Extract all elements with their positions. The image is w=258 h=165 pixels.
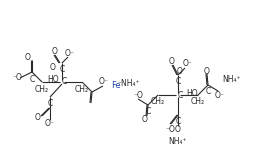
Text: C: C xyxy=(175,117,181,127)
Text: NH₄⁺: NH₄⁺ xyxy=(169,137,187,147)
Text: O: O xyxy=(175,126,181,134)
Text: O: O xyxy=(50,64,56,72)
Text: ⁻NH₄⁺: ⁻NH₄⁺ xyxy=(118,80,140,88)
Text: O: O xyxy=(25,52,31,62)
Text: CH₂: CH₂ xyxy=(75,84,89,94)
Text: O⁻: O⁻ xyxy=(215,90,225,99)
Text: O⁻: O⁻ xyxy=(45,119,55,129)
Text: C: C xyxy=(61,78,67,86)
Text: O: O xyxy=(52,48,58,56)
Text: C: C xyxy=(47,99,53,109)
Text: O⁻: O⁻ xyxy=(99,78,109,86)
Text: CH₂: CH₂ xyxy=(191,98,205,106)
Text: HO: HO xyxy=(186,88,198,98)
Text: O: O xyxy=(177,67,183,77)
Text: ⁻O: ⁻O xyxy=(165,126,175,134)
Text: ⁻O: ⁻O xyxy=(133,92,143,100)
Text: O⁻: O⁻ xyxy=(183,60,193,68)
Text: C: C xyxy=(59,66,64,75)
Text: O⁻: O⁻ xyxy=(65,50,75,59)
Text: CH₂: CH₂ xyxy=(35,84,49,94)
Text: C: C xyxy=(178,90,183,99)
Text: O: O xyxy=(204,66,210,76)
Text: NH₄⁺: NH₄⁺ xyxy=(223,76,241,84)
Text: O: O xyxy=(35,114,41,122)
Text: CH₂: CH₂ xyxy=(151,98,165,106)
Text: HO: HO xyxy=(47,76,59,84)
Text: C: C xyxy=(145,108,151,116)
Text: C: C xyxy=(175,78,181,86)
Text: C: C xyxy=(205,87,211,97)
Text: Fe: Fe xyxy=(111,82,121,90)
Text: O: O xyxy=(142,115,148,125)
Text: ⁻O: ⁻O xyxy=(12,73,22,82)
Text: O: O xyxy=(169,57,175,66)
Text: C: C xyxy=(29,75,35,83)
